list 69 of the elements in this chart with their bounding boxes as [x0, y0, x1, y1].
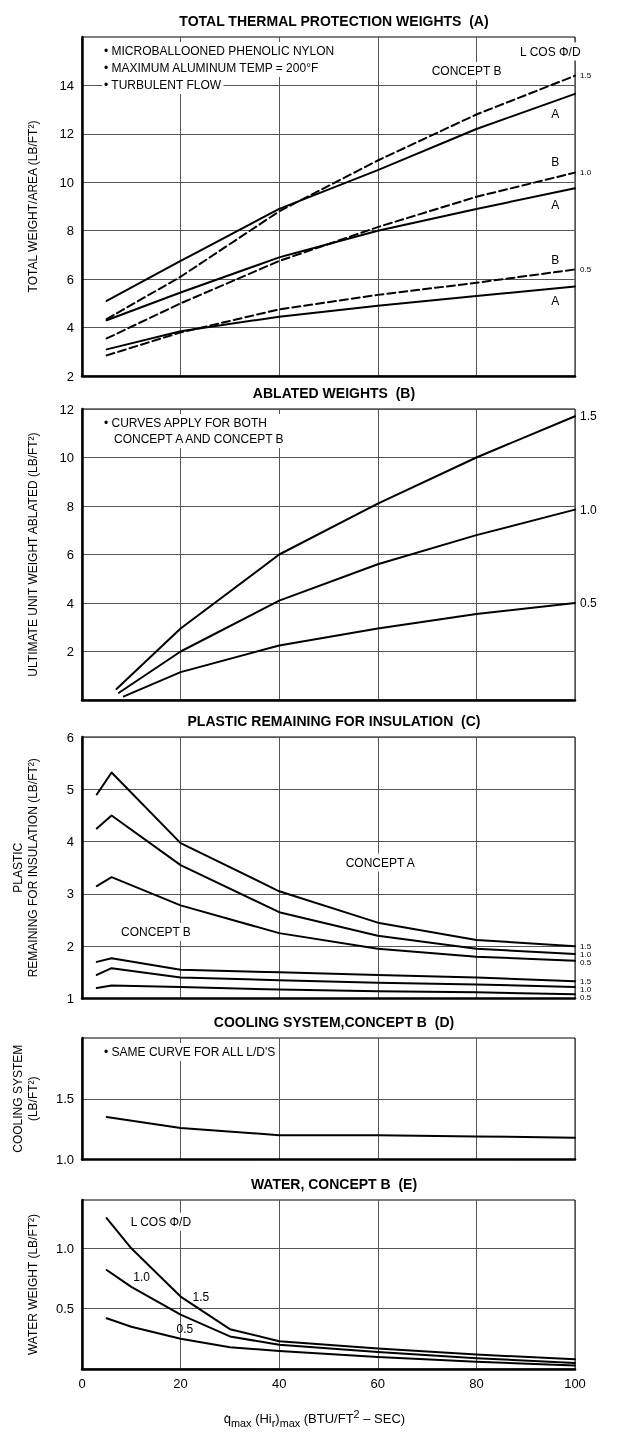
series-label: 1.5 — [580, 71, 592, 81]
y-tick-label: 5 — [66, 781, 74, 797]
y-tick-label: 14 — [59, 77, 74, 93]
chart-title: WATER, CONCEPT B (E) — [250, 1176, 418, 1192]
y-tick-label: 6 — [66, 271, 74, 287]
annotation: CONCEPT A — [345, 855, 415, 870]
y-tick-label: 4 — [66, 595, 74, 611]
series-label: 1.0 — [580, 502, 598, 517]
series-label: 1.0 — [580, 949, 592, 959]
y-tick-label: 6 — [66, 547, 74, 562]
y-tick-label: 8 — [66, 498, 74, 514]
y-tick-label: 3 — [66, 886, 74, 902]
annotation: • MICROBALLOONED PHENOLIC NYLON — [104, 44, 335, 58]
annotation: L COS Φ/D — [130, 1214, 192, 1229]
annotation: • SAME CURVE FOR ALL L/D'S — [104, 1045, 276, 1059]
y-tick-label: 4 — [66, 320, 74, 336]
chart-title: TOTAL THERMAL PROTECTION WEIGHTS (A) — [179, 13, 489, 29]
annotation: A — [551, 198, 560, 213]
y-tick-label: 1.5 — [55, 1091, 74, 1107]
series-label: 0.5 — [580, 596, 598, 610]
x-tick-label: 80 — [469, 1376, 484, 1391]
y-tick-label: 10 — [59, 174, 74, 190]
annotation: • MAXIMUM ALUMINUM TEMP = 200°F — [104, 61, 319, 75]
annotation: A — [551, 107, 560, 122]
x-tick-label: 0 — [78, 1376, 86, 1391]
series-label: 1.0 — [133, 1269, 151, 1284]
annotation: A — [551, 293, 560, 308]
y-tick-label: 1.0 — [55, 1152, 74, 1167]
y-tick-label: 0.5 — [55, 1301, 74, 1317]
y-tick-label: 12 — [59, 126, 74, 142]
chart-title: PLASTIC REMAINING FOR INSULATION (C) — [187, 713, 481, 729]
annotation: L COS Φ/D — [520, 44, 581, 59]
y-tick-label: 2 — [66, 938, 74, 954]
text: q̇$_{max}$ (Hi$_{r}$)$_{max}$ (BTU/FT$^{2}$ – SEC) — [223, 1408, 406, 1429]
y-tick-label: 2 — [66, 644, 74, 659]
y-tick-label: 1 — [66, 991, 74, 1006]
y-axis-title: ULTIMATE UNIT WEIGHT ABLATED (LB/FT²) — [25, 432, 40, 677]
y-axis-title: TOTAL WEIGHT/AREA (LB/FT²) — [25, 120, 40, 293]
y-axis-title: COOLING SYSTEM (LB/FT²) — [10, 1044, 40, 1153]
annotation: • CURVES APPLY FOR BOTH CONCEPT A AND CONCEPT B — [104, 416, 284, 446]
y-tick-label: 10 — [59, 450, 74, 465]
series-label: 1.5 — [192, 1289, 210, 1304]
y-axis-title: WATER WEIGHT (LB/FT²) — [25, 1213, 40, 1356]
series-label: 1.0 — [580, 984, 592, 994]
series-label: 1.5 — [580, 409, 598, 424]
y-axis-title: PLASTIC REMAINING FOR INSULATION (LB/FT²) — [10, 758, 40, 978]
annotation: • TURBULENT FLOW — [104, 78, 222, 92]
y-tick-label: 4 — [66, 834, 74, 850]
series-label: 0.5 — [580, 992, 592, 1002]
chart-title: ABLATED WEIGHTS (B) — [252, 385, 416, 401]
x-tick-label: 100 — [564, 1376, 586, 1391]
x-tick-label: 60 — [370, 1376, 386, 1391]
y-tick-label: 2 — [66, 368, 74, 384]
y-tick-label: 8 — [66, 223, 74, 239]
annotation: CONCEPT B — [431, 63, 502, 78]
y-tick-label: 12 — [59, 401, 74, 417]
y-tick-label: 1.0 — [55, 1240, 74, 1256]
annotation: CONCEPT B — [121, 925, 191, 940]
series-label: 1.5 — [580, 941, 592, 951]
x-tick-label: 40 — [271, 1376, 287, 1391]
x-tick-label: 20 — [173, 1376, 188, 1391]
chart-title: COOLING SYSTEM,CONCEPT B (D) — [213, 1014, 455, 1030]
series-label: 0.5 — [580, 957, 592, 967]
annotation: B — [551, 252, 560, 267]
series-label: 1.0 — [580, 168, 592, 178]
annotation: B — [551, 154, 560, 169]
y-tick-label: 6 — [66, 729, 74, 745]
series-label: 0.5 — [580, 264, 592, 274]
series-label: 1.5 — [580, 976, 592, 986]
